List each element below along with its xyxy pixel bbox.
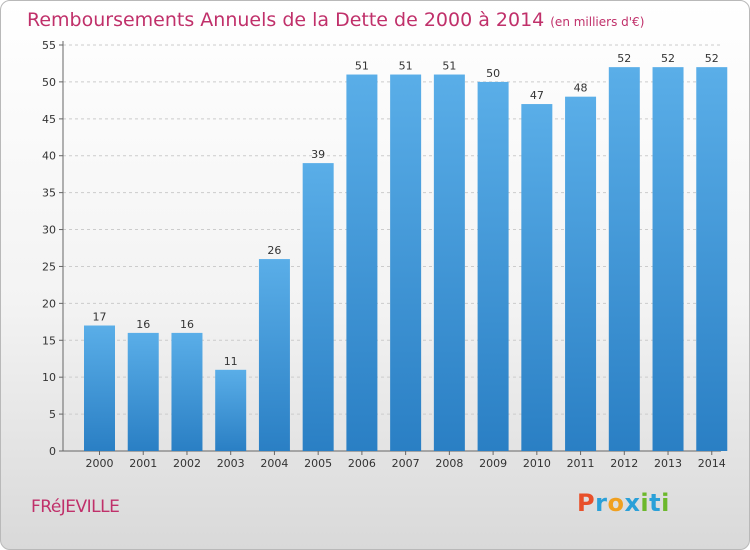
bar-2005 — [302, 163, 334, 452]
bar-value-label: 48 — [574, 82, 588, 95]
logo-letter: o — [607, 489, 625, 517]
value-labels: 17 16 16 11 26 39 51 51 51 50 47 48 52 52 52 — [93, 52, 719, 368]
y-tick-label: 35 — [42, 187, 56, 200]
x-tick-label: 2003 — [217, 457, 245, 470]
x-tick-label: 2008 — [435, 457, 463, 470]
bar-2012 — [608, 67, 640, 452]
bar-value-label: 16 — [180, 318, 194, 331]
x-tick-label: 2014 — [698, 457, 726, 470]
y-tick-label: 55 — [42, 39, 56, 52]
bar-2013 — [652, 67, 684, 452]
logo-letter: i — [661, 489, 670, 517]
x-tick-label: 2010 — [523, 457, 551, 470]
bar-value-label: 51 — [442, 60, 456, 73]
y-tick-label: 20 — [42, 297, 56, 310]
x-tick-label: 2002 — [173, 457, 201, 470]
proxiti-logo: Proxiti — [577, 489, 670, 517]
y-tick-label: 5 — [49, 408, 56, 421]
x-tick-label: 2009 — [479, 457, 507, 470]
chart-title-text: Remboursements Annuels de la Dette de 20… — [27, 9, 545, 31]
bar-value-label: 52 — [617, 52, 631, 65]
bar-value-label: 16 — [136, 318, 150, 331]
logo-letter: P — [577, 489, 596, 517]
commune-name: FRéJEVILLE — [31, 497, 120, 517]
bar-2002 — [171, 332, 203, 451]
x-tick-label: 2013 — [654, 457, 682, 470]
y-tick-label: 50 — [42, 76, 56, 89]
bar-value-label: 51 — [355, 60, 369, 73]
bar-value-label: 50 — [486, 67, 500, 80]
y-tick-label: 0 — [49, 445, 56, 458]
logo-letter: r — [595, 489, 608, 517]
chart-unit: (en milliers d'€) — [550, 15, 645, 29]
bar-2010 — [521, 104, 553, 452]
logo-letter: x — [624, 489, 641, 517]
bar-value-label: 26 — [267, 244, 281, 257]
y-tick-label: 25 — [42, 260, 56, 273]
bar-value-label: 52 — [705, 52, 719, 65]
y-tick-label: 30 — [42, 224, 56, 237]
bar-2008 — [433, 74, 465, 451]
bar-value-label: 47 — [530, 89, 544, 102]
bar-2014 — [696, 67, 728, 452]
bar-2003 — [215, 369, 247, 451]
logo-letter: t — [649, 489, 662, 517]
y-tick-label: 45 — [42, 113, 56, 126]
bar-value-label: 17 — [93, 311, 107, 324]
bar-2000 — [84, 325, 115, 451]
bar-value-label: 52 — [661, 52, 675, 65]
bar-2006 — [346, 74, 378, 451]
x-tick-label: 2000 — [86, 457, 114, 470]
x-tick-label: 2012 — [610, 457, 638, 470]
x-tick-label: 2006 — [348, 457, 376, 470]
x-tick-label: 2007 — [392, 457, 420, 470]
x-tick-label: 2005 — [304, 457, 332, 470]
y-tick-label: 10 — [42, 371, 56, 384]
y-tick-label: 15 — [42, 334, 56, 347]
bar-2007 — [390, 74, 422, 451]
bar-2011 — [565, 96, 597, 451]
bar-2004 — [258, 259, 290, 451]
x-tick-label: 2004 — [260, 457, 288, 470]
logo-letter: i — [640, 489, 650, 517]
bar-value-label: 11 — [224, 355, 238, 368]
x-tick-label: 2011 — [567, 457, 595, 470]
bar-2009 — [477, 81, 509, 451]
bars — [84, 67, 728, 452]
bar-2001 — [127, 332, 159, 451]
x-tick-label: 2001 — [129, 457, 157, 470]
chart-title: Remboursements Annuels de la Dette de 20… — [27, 9, 644, 31]
y-tick-label: 40 — [42, 150, 56, 163]
bar-value-label: 39 — [311, 148, 325, 161]
bar-value-label: 51 — [399, 60, 413, 73]
